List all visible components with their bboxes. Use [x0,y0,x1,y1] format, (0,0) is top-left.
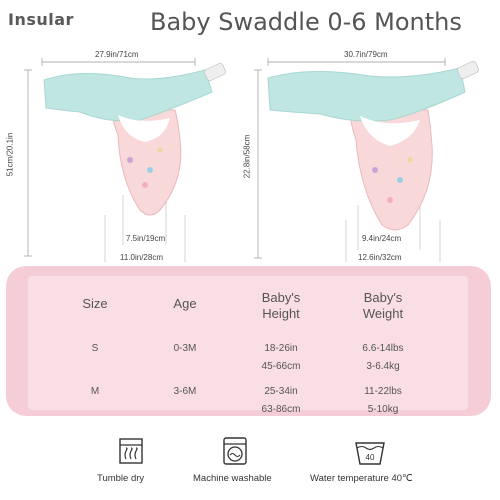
small-bottom-inner-label: 7.5in/19cm [126,234,166,243]
row-m-height-in: 25-34in [264,386,298,397]
header-weight: Baby's Weight [338,290,428,322]
medium-width-label: 30.7in/79cm [344,50,388,59]
medium-height-label: 22.8in/58cm [242,134,252,179]
row-s-weight: 6.6-14lbs 3-6.4kg [338,340,428,376]
row-m-age: 3-6M [173,386,197,397]
header-height: Baby's Height [236,290,326,322]
medium-swaddle-illustration [254,58,479,262]
header-weight-line2: Weight [362,306,404,321]
washing-machine-icon [223,437,247,465]
row-m-weight-kg: 5-10kg [367,404,399,415]
row-s-height-cm: 45-66cm [261,361,301,372]
medium-bottom-outer-label: 12.6in/32cm [358,253,402,262]
size-chart-table [28,276,468,410]
page-title: Baby Swaddle 0-6 Months [150,8,462,36]
tumble-dry-label: Tumble dry [97,473,145,484]
water-temperature-label: Water temperature 40℃ [310,473,413,484]
row-m-weight: 11-22lbs 5-10kg [338,383,428,419]
medium-bottom-inner-label: 9.4in/24cm [362,234,402,243]
small-width-label: 27.9in/71cm [95,50,139,59]
row-m-size: M [90,386,100,397]
header-size: Size [82,296,108,311]
row-s-age: 0-3M [173,343,197,354]
tumble-dry-icon [119,438,143,464]
water-temperature-icon: 40 [355,442,385,465]
header-weight-line1: Baby's [363,290,403,305]
row-s-height: 18-26in 45-66cm [236,340,326,376]
row-m-height: 25-34in 63-86cm [236,383,326,419]
row-s-size: S [91,343,99,354]
row-m-weight-lbs: 11-22lbs [364,386,402,397]
header-age: Age [173,296,197,311]
temp-value-text: 40 [366,453,375,462]
row-s-weight-lbs: 6.6-14lbs [362,343,404,354]
brand-logo: Insular [8,10,74,29]
row-s-height-in: 18-26in [264,343,298,354]
row-m-height-cm: 63-86cm [261,404,301,415]
header-height-line1: Baby's [261,290,301,305]
row-s-weight-kg: 3-6.4kg [366,361,400,372]
small-swaddle-illustration [24,58,226,262]
header-height-line2: Height [262,306,300,321]
small-bottom-outer-label: 11.0in/28cm [120,253,163,262]
small-height-label: 51cm/20.1in [5,132,15,177]
machine-washable-label: Machine washable [193,473,272,484]
